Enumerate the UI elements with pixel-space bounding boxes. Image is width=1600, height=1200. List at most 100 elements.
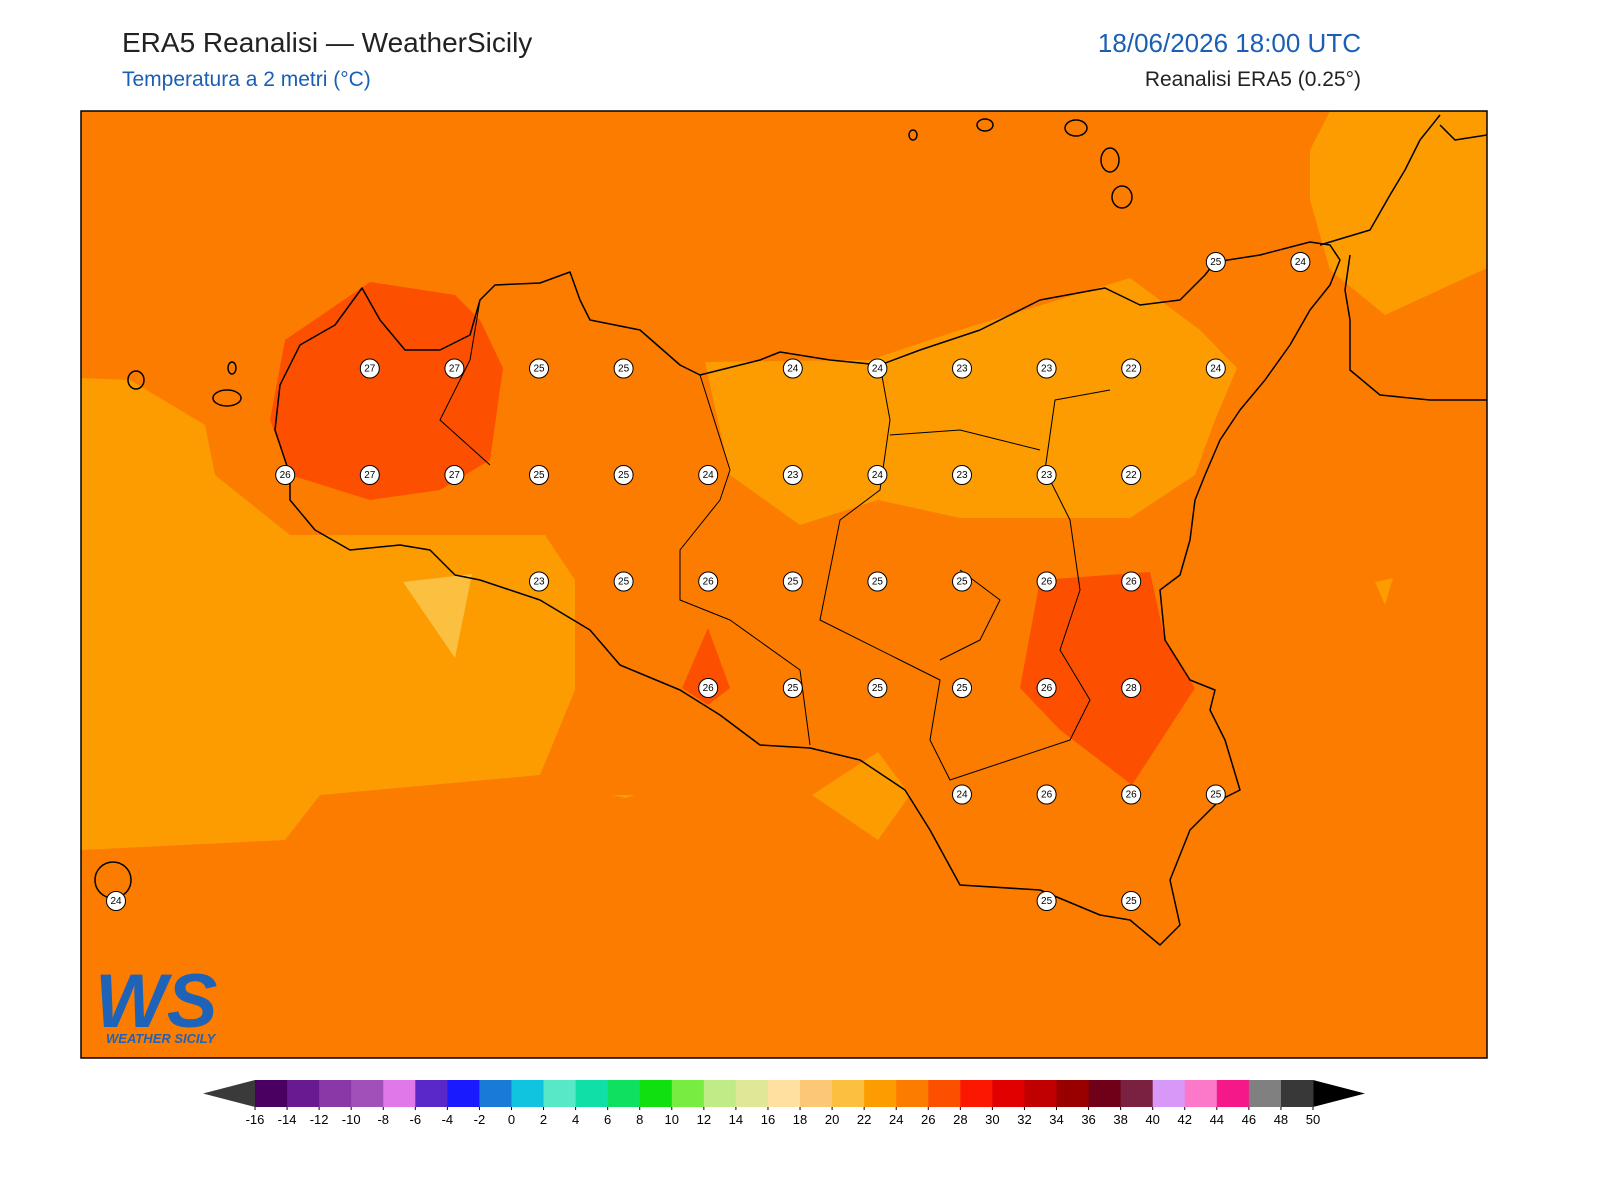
colorbar-box — [864, 1080, 897, 1107]
grid-label-bg — [1121, 571, 1142, 592]
colorbar-tick-label: -4 — [442, 1112, 454, 1127]
island — [976, 118, 994, 132]
colorbar-tick-label: 32 — [1017, 1112, 1031, 1127]
colorbar-tick-label: 44 — [1210, 1112, 1224, 1127]
logo: WS WEATHER SICILY — [95, 959, 217, 1046]
colorbar-box — [511, 1080, 545, 1107]
grid-label-bg — [1205, 784, 1226, 805]
grid-label-bg — [952, 465, 972, 485]
grid-labels: 25 24 27 27 25 25 24 24 23 23 22 24 26 27 27 25 25 24 23 24… — [106, 252, 1311, 911]
grid-label-bg — [698, 678, 719, 698]
colorbar-box — [383, 1080, 416, 1107]
map-frame — [80, 110, 1488, 1059]
field — [1310, 111, 1487, 315]
grid-label-bg — [529, 465, 549, 485]
island — [227, 361, 237, 375]
grid-label-bg — [1036, 358, 1057, 379]
colorbar: -16 -14 -12 -10 -8 -6 -4 -2 0 2 4 6 8 10 12 14 16 18 20 22 2… — [203, 1080, 1365, 1127]
colorbar-over — [1313, 1080, 1365, 1107]
grid-label-bg — [1036, 465, 1057, 485]
grid-label: 26 — [1041, 790, 1053, 801]
grid-label-bg — [444, 465, 465, 485]
colorbar-box — [351, 1080, 384, 1107]
border — [439, 299, 1111, 781]
logo-name: WEATHER SICILY — [106, 1031, 217, 1046]
grid-label: 26 — [1041, 577, 1053, 588]
colorbar-box — [671, 1080, 705, 1107]
colorbar-box — [1120, 1080, 1154, 1107]
grid-label: 22 — [1126, 470, 1138, 481]
colorbar-box — [255, 1080, 288, 1107]
grid-label: 26 — [1126, 790, 1138, 801]
grid-label-bg — [106, 891, 126, 911]
island — [127, 370, 145, 390]
grid-label: 24 — [1295, 257, 1307, 268]
grid-label-bg — [952, 571, 972, 592]
grid-label: 26 — [703, 577, 715, 588]
grid-label-bg — [1205, 252, 1226, 272]
grid-label: 26 — [280, 470, 292, 481]
grid-label-bg — [782, 465, 803, 485]
grid-label: 22 — [1126, 364, 1138, 375]
map: 25 24 27 27 25 25 24 24 23 23 22 24 26 27 27 25 25 24 23 24… — [81, 111, 1487, 1058]
colorbar-tick-label: 36 — [1081, 1112, 1095, 1127]
colorbar-box — [1024, 1080, 1058, 1107]
colorbar-box — [319, 1080, 352, 1107]
grid-label-bg — [1290, 252, 1311, 272]
island — [908, 129, 918, 141]
grid-label: 25 — [787, 577, 799, 588]
grid-label: 28 — [1126, 683, 1138, 694]
grid-label: 25 — [1210, 790, 1222, 801]
title: ERA5 Reanalisi — WeatherSicily — [122, 27, 532, 58]
grid-label: 27 — [449, 364, 461, 375]
grid-label: 24 — [872, 364, 884, 375]
colorbar-tick-label: 4 — [572, 1112, 579, 1127]
colorbar-tick-label: 2 — [540, 1112, 547, 1127]
colorbar-box — [447, 1080, 480, 1107]
island — [1100, 147, 1120, 173]
grid-label: 25 — [787, 683, 799, 694]
grid-label: 23 — [533, 577, 545, 588]
grid-label-bg — [1036, 891, 1057, 911]
colorbar-box — [639, 1080, 673, 1107]
colorbar-box — [1280, 1080, 1314, 1107]
colorbar-tick-label: 14 — [729, 1112, 743, 1127]
colorbar-tick-label: -12 — [310, 1112, 329, 1127]
grid-label: 26 — [703, 683, 715, 694]
grid-label-bg — [529, 358, 549, 379]
grid-label: 25 — [1126, 896, 1138, 907]
colorbar-tick-label: 6 — [604, 1112, 611, 1127]
colorbar-tick-label: -6 — [410, 1112, 422, 1127]
colorbar-box — [543, 1080, 577, 1107]
grid-label-bg — [1121, 891, 1142, 911]
grid-label-bg — [1121, 784, 1142, 805]
colorbar-tick-label: 50 — [1306, 1112, 1320, 1127]
grid-label: 26 — [1041, 683, 1053, 694]
colorbar-tick-label: 42 — [1178, 1112, 1192, 1127]
field — [1020, 572, 1195, 785]
grid-label-bg — [782, 358, 803, 379]
grid-label: 25 — [956, 683, 968, 694]
grid-label-bg — [698, 465, 719, 485]
colorbar-tick-label: 40 — [1145, 1112, 1159, 1127]
colorbar-tick-label: -14 — [278, 1112, 297, 1127]
grid-label: 25 — [618, 364, 630, 375]
grid-label: 25 — [618, 470, 630, 481]
colorbar-box — [992, 1080, 1025, 1107]
grid-label: 24 — [787, 364, 799, 375]
grid-label: 24 — [872, 470, 884, 481]
colorbar-box — [287, 1080, 320, 1107]
colorbar-box — [960, 1080, 993, 1107]
grid-label-bg — [867, 358, 888, 379]
field — [270, 282, 503, 500]
grid-label-bg — [1121, 358, 1142, 379]
colorbar-box — [479, 1080, 512, 1107]
colorbar-tick-label: 28 — [953, 1112, 967, 1127]
grid-label-bg — [275, 465, 296, 485]
field — [705, 278, 1237, 525]
colorbar-tick-label: 46 — [1242, 1112, 1256, 1127]
grid-label-bg — [782, 678, 803, 698]
colorbar-tick-label: 26 — [921, 1112, 935, 1127]
colorbar-box — [415, 1080, 448, 1107]
